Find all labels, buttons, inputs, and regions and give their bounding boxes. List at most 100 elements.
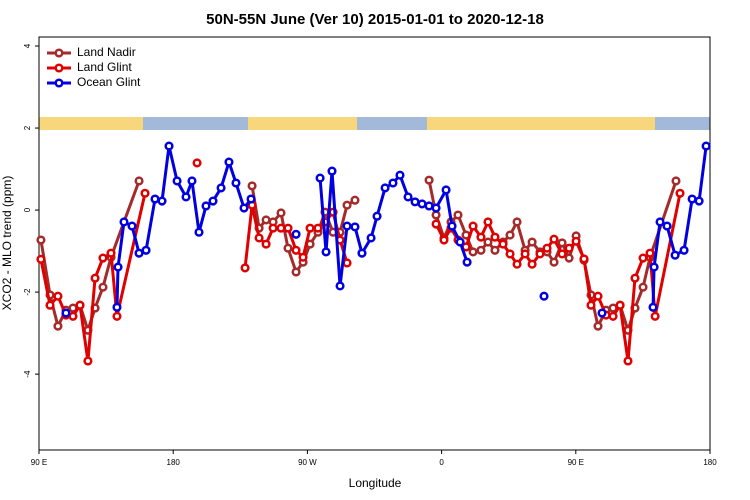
y-tick-label: 0 <box>23 207 32 212</box>
data-point <box>164 141 174 151</box>
data-point <box>539 291 549 301</box>
data-point <box>527 259 537 269</box>
data-point <box>535 249 545 259</box>
data-point <box>140 188 150 198</box>
data-point <box>53 321 63 331</box>
x-tick-label: 90 E <box>31 458 47 467</box>
land-band <box>39 117 143 130</box>
x-tick-label: 0 <box>439 458 444 467</box>
y-tick-label: 4 <box>23 43 32 48</box>
data-point <box>68 303 78 313</box>
data-point <box>462 257 472 267</box>
data-point <box>194 227 204 237</box>
data-point <box>61 308 71 318</box>
data-point <box>675 188 685 198</box>
data-point <box>687 194 697 204</box>
data-point <box>483 217 493 227</box>
data-point <box>557 238 567 248</box>
data-point <box>315 173 325 183</box>
data-point <box>431 203 441 213</box>
data-point <box>335 281 345 291</box>
data-point <box>291 245 301 255</box>
data-point <box>431 210 441 220</box>
data-point <box>216 183 226 193</box>
y-axis-title: XCO2 - MLO trend (ppm) <box>0 176 14 311</box>
y-tick-label: 2 <box>23 125 32 130</box>
data-point <box>380 183 390 193</box>
data-point <box>670 250 680 260</box>
data-point <box>542 243 552 253</box>
data-point <box>112 311 122 321</box>
data-point <box>134 176 144 186</box>
data-point <box>127 221 137 231</box>
data-point <box>424 201 434 211</box>
data-point <box>276 208 286 218</box>
legend-marker <box>54 78 64 88</box>
data-point <box>224 157 234 167</box>
y-tick-label: -4 <box>23 370 32 378</box>
data-point <box>512 259 522 269</box>
legend-marker <box>54 63 64 73</box>
data-point <box>305 223 315 233</box>
data-point <box>649 262 659 272</box>
data-point <box>342 221 352 231</box>
data-point <box>112 302 122 312</box>
data-point <box>650 311 660 321</box>
data-point <box>694 196 704 206</box>
data-point <box>157 196 167 206</box>
data-point <box>395 170 405 180</box>
data-point <box>638 282 648 292</box>
data-point <box>261 239 271 249</box>
data-point <box>490 232 500 242</box>
data-point <box>106 248 116 258</box>
data-point <box>630 273 640 283</box>
data-point <box>579 254 589 264</box>
data-point <box>321 247 331 257</box>
data-point <box>388 178 398 188</box>
data-point <box>608 311 618 321</box>
data-point <box>564 243 574 253</box>
data-point <box>208 196 218 206</box>
data-point <box>53 291 63 301</box>
data-point <box>417 199 427 209</box>
data-point <box>648 302 658 312</box>
data-point <box>254 233 264 243</box>
data-point <box>638 253 648 263</box>
data-point <box>98 253 108 263</box>
data-point <box>441 185 451 195</box>
data-point <box>671 176 681 186</box>
data-point <box>172 176 182 186</box>
data-point <box>36 254 46 264</box>
data-point <box>655 217 665 227</box>
data-point <box>141 245 151 255</box>
data-point <box>608 303 618 313</box>
data-point <box>45 300 55 310</box>
data-point <box>447 221 457 231</box>
data-point <box>187 176 197 186</box>
data-point <box>549 257 559 267</box>
data-point <box>119 217 129 227</box>
data-point <box>231 178 241 188</box>
series-line <box>115 145 708 308</box>
data-point <box>247 181 257 191</box>
series-line <box>39 192 682 362</box>
land-band <box>248 117 357 130</box>
data-point <box>403 192 413 202</box>
data-point <box>455 237 465 247</box>
data-point <box>468 221 478 231</box>
data-point <box>593 321 603 331</box>
data-point <box>571 236 581 246</box>
data-point <box>276 223 286 233</box>
data-point <box>298 252 308 262</box>
data-point <box>527 237 537 247</box>
data-point <box>239 203 249 213</box>
data-point <box>36 235 46 245</box>
land-ocean-strip <box>39 117 710 130</box>
data-point <box>615 300 625 310</box>
data-point <box>593 291 603 301</box>
data-point <box>181 192 191 202</box>
data-point <box>512 217 522 227</box>
data-point <box>372 211 382 221</box>
data-point <box>483 237 493 247</box>
